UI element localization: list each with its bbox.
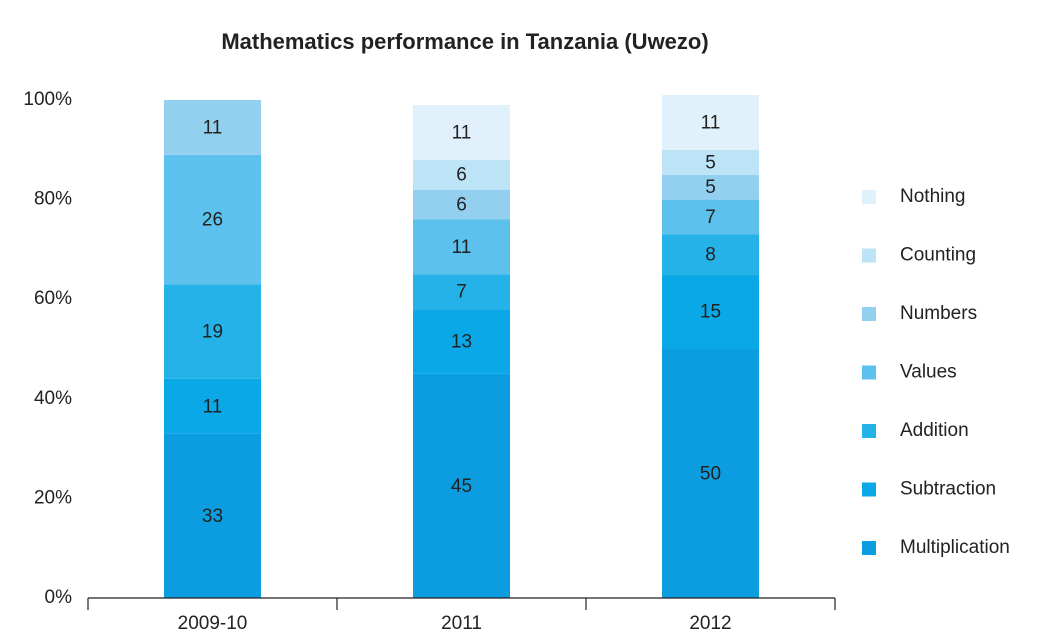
data-label: 50 xyxy=(700,464,721,485)
bar-segment xyxy=(662,199,759,235)
y-tick-label: 60% xyxy=(34,288,72,309)
y-tick-label: 80% xyxy=(34,189,72,210)
bar-segment xyxy=(662,234,759,275)
bar-segment xyxy=(413,159,510,190)
bar-segment xyxy=(662,349,759,598)
legend-label: Values xyxy=(900,362,957,383)
y-tick-label: 0% xyxy=(45,587,73,608)
data-label: 26 xyxy=(202,210,223,231)
data-label: 15 xyxy=(700,302,721,323)
data-label: 5 xyxy=(705,152,716,173)
data-label: 7 xyxy=(705,207,716,228)
legend-swatch xyxy=(862,307,876,321)
legend-swatch xyxy=(862,482,876,497)
legend-swatch xyxy=(862,424,876,438)
x-tick-label: 2012 xyxy=(689,613,731,634)
data-label: 5 xyxy=(705,177,716,198)
data-label: 7 xyxy=(456,282,467,303)
y-tick-label: 20% xyxy=(34,487,72,508)
data-label: 19 xyxy=(202,322,223,343)
y-tick-label: 40% xyxy=(34,388,72,409)
data-label: 11 xyxy=(452,237,472,258)
bar-segment xyxy=(164,284,261,379)
data-label: 45 xyxy=(451,476,472,497)
legend-swatch xyxy=(862,365,876,380)
legend-swatch xyxy=(862,190,876,204)
legend-label: Subtraction xyxy=(900,479,996,500)
legend-swatch xyxy=(862,248,876,263)
chart-title: Mathematics performance in Tanzania (Uwe… xyxy=(221,29,708,54)
bar-segment xyxy=(164,100,261,155)
data-label: 6 xyxy=(456,165,467,186)
data-label: 11 xyxy=(452,122,472,143)
bar-segment xyxy=(413,309,510,374)
legend-label: Multiplication xyxy=(900,537,1010,558)
data-label: 8 xyxy=(705,244,716,265)
bar-segment xyxy=(662,274,759,349)
bar-segment xyxy=(164,378,261,434)
bar-segment xyxy=(164,154,261,285)
legend-label: Nothing xyxy=(900,186,966,207)
data-label: 6 xyxy=(456,195,467,216)
bar-segment xyxy=(413,219,510,275)
data-label: 33 xyxy=(202,506,223,527)
bar-segment xyxy=(413,189,510,220)
legend-label: Counting xyxy=(900,245,976,266)
data-label: 13 xyxy=(451,332,472,353)
legend-label: Numbers xyxy=(900,303,977,324)
bar-segment xyxy=(662,95,759,150)
bar-segment xyxy=(662,174,759,200)
x-tick-label: 2009-10 xyxy=(178,613,248,634)
legend-swatch xyxy=(862,541,876,555)
y-tick-label: 100% xyxy=(23,89,72,110)
bar-segment xyxy=(662,149,759,175)
data-label: 11 xyxy=(203,396,223,417)
bar-segment xyxy=(413,104,510,160)
x-tick-label: 2011 xyxy=(441,613,482,634)
data-label: 11 xyxy=(701,112,721,133)
data-label: 11 xyxy=(203,117,223,138)
legend-label: Addition xyxy=(900,420,969,441)
bar-segment xyxy=(164,433,261,598)
bar-segment xyxy=(413,373,510,598)
bar-segment xyxy=(413,274,510,310)
